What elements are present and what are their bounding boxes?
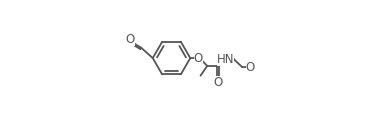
Text: O: O xyxy=(126,33,135,46)
Text: O: O xyxy=(193,52,203,65)
Text: O: O xyxy=(214,76,223,89)
Text: O: O xyxy=(245,61,255,74)
Text: HN: HN xyxy=(217,53,234,66)
